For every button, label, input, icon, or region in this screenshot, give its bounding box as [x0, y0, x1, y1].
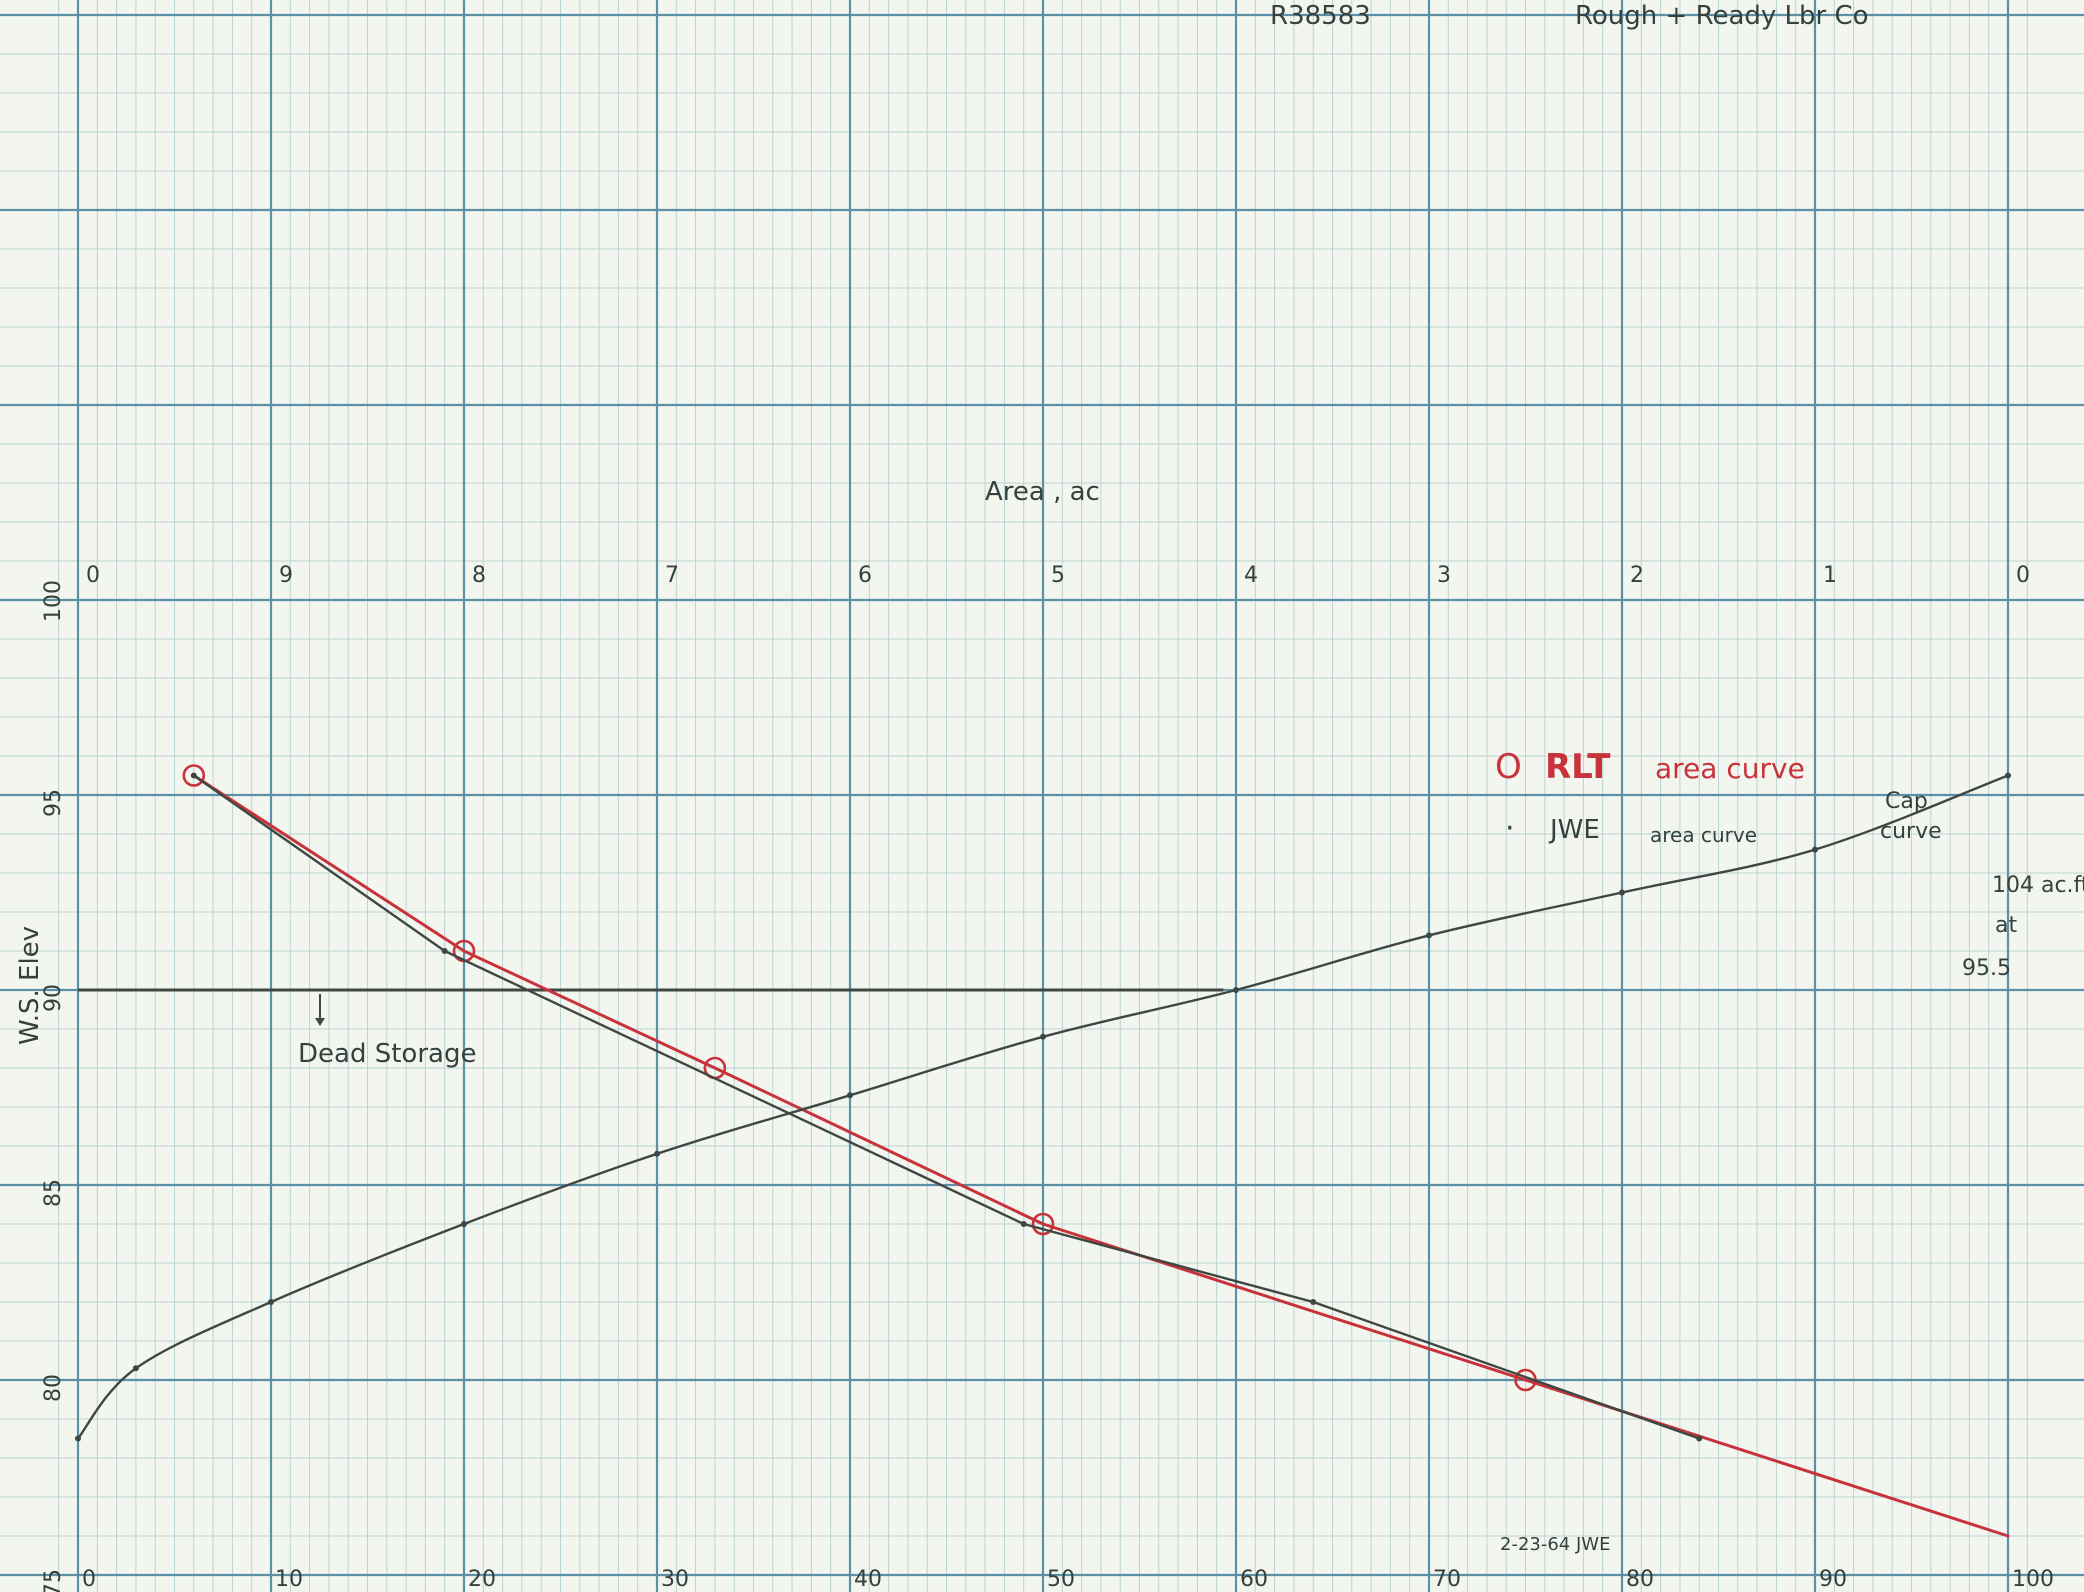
cap-curve-point [1233, 987, 1239, 993]
top-axis-tick-label: 8 [472, 563, 486, 588]
cap-curve-point [461, 1221, 467, 1227]
cap-curve-point [268, 1299, 274, 1305]
top-axis-tick-label: 5 [1051, 563, 1065, 588]
jwe-area-curve-point [1020, 1221, 1027, 1227]
cap-curve-point [2005, 772, 2011, 779]
top-axis-tick-label: 1 [1823, 563, 1837, 588]
bottom-axis-tick-label: 10 [275, 1567, 303, 1592]
dead-storage-label: Dead Storage [298, 1039, 476, 1069]
dead-storage-arrowhead [315, 1018, 325, 1026]
top-axis-tick-label: 6 [858, 563, 872, 588]
cap-curve-point [132, 1365, 139, 1372]
legend-rlt-symbol: O [1495, 747, 1522, 787]
cap-curve-point [75, 1435, 81, 1442]
capacity-note-line2: at [1995, 913, 2017, 938]
bottom-axis-tick-label: 100 [2012, 1567, 2054, 1592]
bottom-axis-tick-label: 30 [661, 1567, 689, 1592]
bottom-axis-tick-label: 50 [1047, 1567, 1075, 1592]
bottom-axis-tick-label: 40 [854, 1567, 882, 1592]
cap-curve-point [847, 1092, 853, 1099]
jwe-area-curve-point [1696, 1435, 1703, 1442]
left-axis-label: W.S. Elev [15, 926, 45, 1045]
capacity-note-line3: 95.5 [1962, 956, 2011, 981]
sheet-id-text: R38583 [1270, 1, 1371, 31]
cap-curve-point [654, 1150, 660, 1157]
legend: O RLT area curve · JWE area curve [1495, 747, 1805, 847]
jwe-area-curve-point [190, 772, 197, 779]
legend-rlt-label: RLT [1545, 747, 1611, 787]
cap-curve-point [1812, 846, 1818, 853]
bottom-axis-tick-label: 0 [82, 1567, 96, 1592]
cap-curve-note-line2: curve [1880, 819, 1942, 844]
top-axis-tick-label: 4 [1244, 563, 1258, 588]
legend-rlt-suffix: area curve [1655, 752, 1805, 785]
dead-storage-line-group: Dead Storage [78, 988, 1224, 1069]
cap-curve-point [1619, 889, 1625, 896]
owner-text: Rough + Ready Lbr Co [1575, 1, 1869, 31]
top-axis-tick-label: 3 [1437, 563, 1451, 588]
top-axis-tick-label: 7 [665, 563, 679, 588]
left-axis-tick-label: 85 [41, 1179, 66, 1207]
left-axis-tick-label: 75 [41, 1569, 66, 1592]
capacity-note-line1: 104 ac.ft [1992, 873, 2084, 898]
bottom-axis-tick-label: 80 [1626, 1567, 1654, 1592]
legend-jwe-suffix: area curve [1650, 823, 1757, 847]
top-axis-tick-label: 0 [2016, 563, 2030, 588]
left-axis-tick-label: 80 [41, 1374, 66, 1402]
legend-jwe-symbol: · [1505, 811, 1515, 846]
top-axis-tick-label: 9 [279, 563, 293, 588]
rlt-area-curve-point [182, 764, 206, 787]
cap-curve-point [1426, 932, 1432, 939]
left-axis-ticks: 75 80 85 90 95 100 [41, 580, 66, 1592]
signature-note: 2-23-64 JWE [1500, 1534, 1610, 1555]
top-axis-ticks: 0 9 8 7 6 5 4 3 2 1 0 [86, 563, 2030, 588]
bottom-axis-tick-label: 70 [1433, 1567, 1461, 1592]
top-axis-tick-label: 0 [86, 563, 100, 588]
rlt-area-curve-point [1031, 1212, 1055, 1236]
top-axis-label: Area , ac [985, 477, 1100, 507]
left-axis-tick-label: 90 [41, 984, 66, 1012]
bottom-axis-tick-label: 60 [1240, 1567, 1268, 1592]
left-axis-tick-label: 100 [41, 580, 66, 622]
top-axis-tick-label: 2 [1630, 563, 1644, 588]
jwe-area-curve-point [441, 948, 448, 954]
left-axis-tick-label: 95 [41, 789, 66, 817]
cap-curve-line [76, 774, 2010, 1440]
bottom-axis-tick-label: 20 [468, 1567, 496, 1592]
bottom-axis-ticks: 0 10 20 30 40 50 60 70 80 90 100 [82, 1567, 2054, 1592]
legend-jwe-label: JWE [1548, 815, 1600, 845]
cap-curve-point [1040, 1033, 1046, 1040]
series-layer [75, 764, 2011, 1538]
jwe-area-curve-point [1310, 1299, 1317, 1305]
bottom-axis-tick-label: 90 [1819, 1567, 1847, 1592]
cap-curve-note-line1: Cap [1885, 789, 1928, 814]
